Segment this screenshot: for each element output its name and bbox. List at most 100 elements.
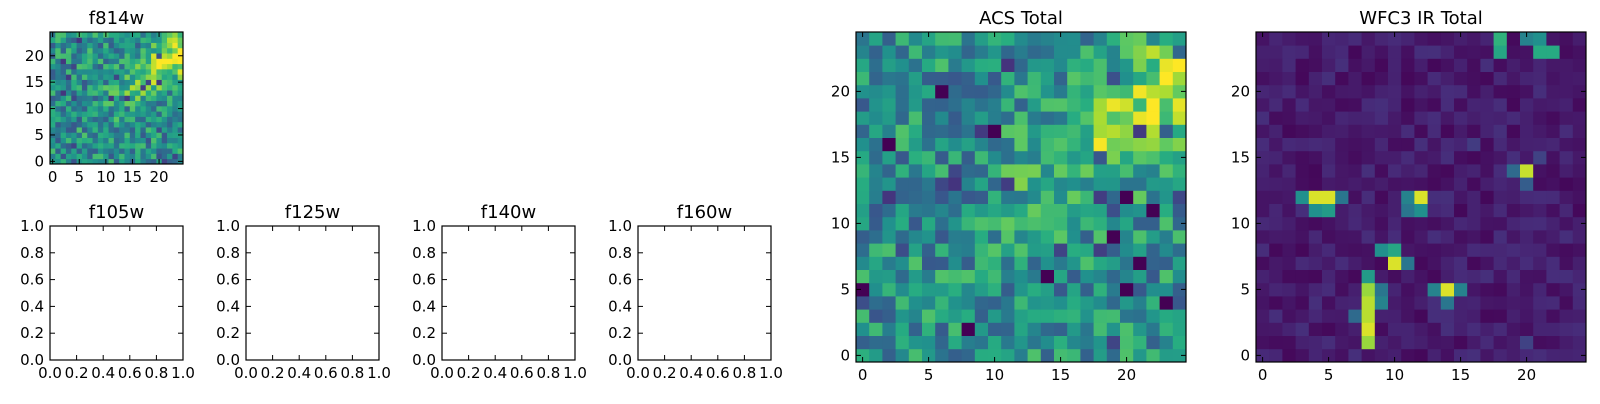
heatmap-cell	[1520, 256, 1534, 270]
heatmap-cell	[129, 37, 136, 43]
heatmap-cell	[108, 68, 115, 75]
heatmap-cell	[108, 37, 115, 43]
heatmap-cell	[76, 111, 83, 117]
heatmap-cell	[1533, 348, 1547, 363]
heatmap-cell	[1322, 230, 1336, 244]
heatmap-cell	[961, 203, 976, 218]
heatmap-cell	[1093, 216, 1108, 231]
heatmap-cell	[1454, 124, 1468, 138]
heatmap-cell	[108, 58, 115, 65]
heatmap-cell	[1067, 71, 1081, 86]
heatmap-cell	[988, 45, 1002, 59]
heatmap-cell	[129, 105, 136, 112]
heatmap-cell	[1120, 98, 1134, 112]
heatmap-cell	[1080, 45, 1094, 59]
heatmap-cell	[81, 68, 88, 75]
heatmap-cell	[1374, 177, 1389, 191]
heatmap-cell	[145, 32, 152, 38]
heatmap-cell	[92, 37, 99, 43]
heatmap-cell	[1282, 230, 1296, 244]
heatmap-cell	[1454, 309, 1468, 323]
heatmap-cell	[1040, 269, 1055, 284]
heatmap-cell	[1014, 71, 1028, 86]
heatmap-cell	[1454, 190, 1468, 204]
heatmap-cell	[1506, 335, 1521, 350]
heatmap-cell	[119, 137, 125, 144]
heatmap-cell	[1533, 256, 1547, 270]
heatmap-cell	[1335, 296, 1349, 310]
heatmap-cell	[1040, 150, 1055, 165]
heatmap-cell	[1256, 190, 1270, 204]
heatmap-cell	[124, 79, 131, 86]
heatmap-cell	[1520, 243, 1534, 257]
heatmap-cell	[103, 42, 109, 49]
heatmap-cell	[1172, 111, 1187, 125]
heatmap-cell	[856, 322, 870, 336]
heatmap-cell	[129, 53, 136, 59]
heatmap-cell	[935, 348, 949, 363]
heatmap-cell	[172, 63, 179, 70]
y-tick-label: 0.0	[20, 351, 44, 369]
heatmap-cell	[1027, 282, 1042, 297]
heatmap-cell	[1335, 335, 1349, 350]
heatmap-cell	[1172, 124, 1187, 138]
heatmap-cell	[124, 63, 131, 70]
heatmap-cell	[1308, 322, 1323, 336]
heatmap-cell	[156, 137, 163, 144]
heatmap-cell	[1067, 269, 1081, 284]
heatmap-cell	[97, 79, 104, 86]
heatmap-cell	[140, 116, 147, 123]
heatmap-cell	[1001, 98, 1015, 112]
heatmap-cell	[1054, 309, 1068, 323]
heatmap-cell	[1133, 190, 1147, 204]
heatmap-cell	[124, 142, 131, 149]
heatmap-cell	[856, 335, 870, 350]
heatmap-cell	[140, 63, 147, 70]
heatmap-cell	[1533, 335, 1547, 350]
heatmap-cell	[1361, 190, 1376, 204]
heatmap-cell	[895, 348, 910, 363]
heatmap-cell	[961, 282, 976, 297]
heatmap-cell	[1295, 269, 1310, 284]
heatmap-cell	[135, 127, 141, 133]
heatmap-cell	[172, 53, 179, 59]
x-tick-label: 0.6	[706, 364, 730, 382]
heatmap-cell	[135, 105, 141, 112]
x-tick-label: 1.0	[563, 364, 587, 382]
heatmap-cell	[135, 47, 141, 54]
heatmap-cell	[81, 32, 88, 38]
heatmap-cell	[55, 158, 62, 165]
heatmap-cell	[60, 100, 67, 107]
heatmap-cell	[1322, 71, 1336, 86]
heatmap-cell	[1172, 203, 1187, 218]
heatmap-cell	[1572, 309, 1587, 323]
heatmap-cell	[172, 90, 179, 96]
heatmap-cell	[60, 32, 67, 38]
heatmap-cell	[1506, 98, 1521, 112]
heatmap-cell	[1014, 137, 1028, 152]
heatmap-cell	[895, 98, 910, 112]
heatmap-cell	[1014, 58, 1028, 72]
heatmap-cell	[1322, 190, 1336, 204]
heatmap-cell	[1388, 124, 1402, 138]
heatmap-cell	[1133, 45, 1147, 59]
heatmap-cell	[974, 84, 989, 99]
heatmap-cell	[869, 335, 883, 350]
heatmap-cell	[129, 90, 136, 96]
heatmap-cell	[1027, 216, 1042, 231]
heatmap-cell	[1040, 348, 1055, 363]
heatmap-cell	[1133, 216, 1147, 231]
heatmap-cell	[1454, 71, 1468, 86]
heatmap-cell	[124, 100, 131, 107]
heatmap-cell	[1027, 58, 1042, 72]
heatmap-cell	[1572, 282, 1587, 297]
heatmap-cell	[1520, 269, 1534, 284]
heatmap-cell	[1120, 164, 1134, 178]
heatmap-cell	[948, 309, 962, 323]
heatmap-cell	[869, 71, 883, 86]
heatmap-cell	[161, 137, 168, 144]
heatmap-cell	[1146, 322, 1160, 336]
heatmap-cell	[1388, 84, 1402, 99]
heatmap-cell	[1308, 269, 1323, 284]
